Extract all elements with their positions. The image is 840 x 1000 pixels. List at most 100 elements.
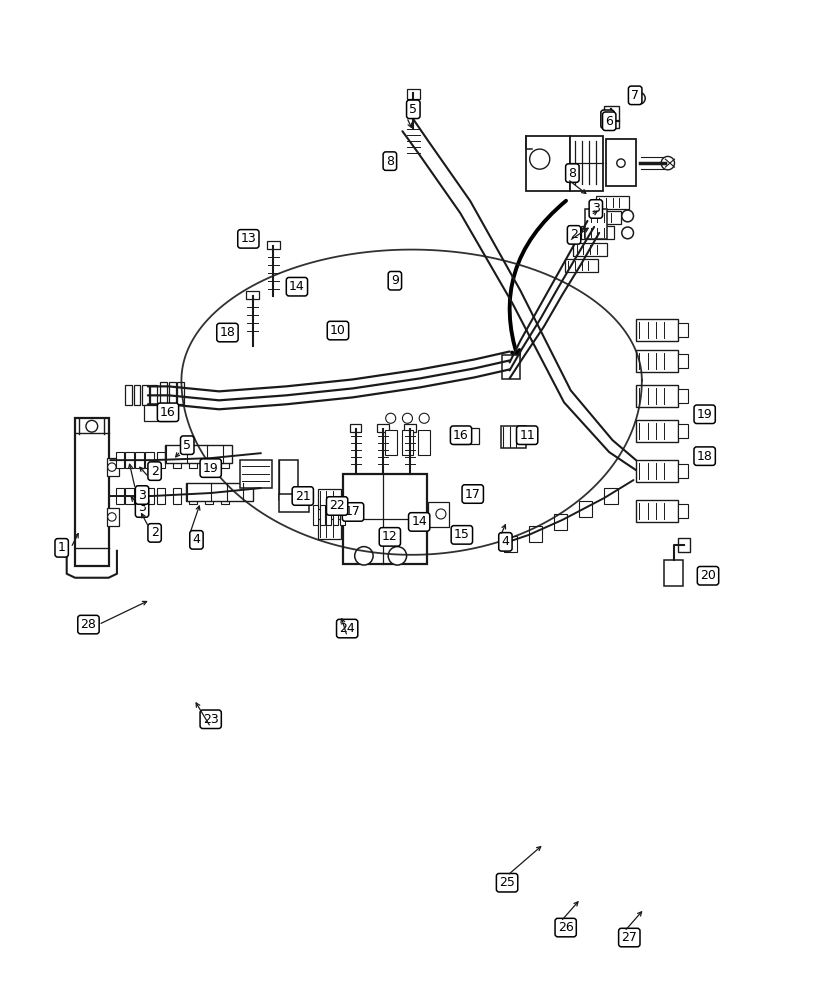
Bar (319, 505, 324, 525)
Bar (636, 385, 678, 407)
Text: 11: 11 (519, 429, 535, 442)
Text: 2: 2 (570, 228, 578, 241)
Bar (125, 488, 134, 504)
Bar (145, 452, 154, 468)
Bar (75, 418, 108, 566)
Bar (333, 505, 338, 525)
FancyArrowPatch shape (510, 201, 566, 359)
Bar (221, 488, 229, 504)
Bar (107, 458, 118, 476)
Bar (570, 136, 603, 191)
Circle shape (86, 420, 97, 432)
Text: 5: 5 (409, 103, 417, 116)
Bar (169, 382, 176, 404)
Circle shape (633, 92, 645, 104)
Circle shape (622, 210, 633, 222)
Text: 6: 6 (604, 113, 612, 126)
Bar (585, 209, 606, 239)
Bar (173, 488, 181, 504)
Bar (604, 488, 617, 504)
Bar (240, 460, 272, 488)
Bar (529, 526, 543, 542)
Bar (418, 430, 430, 455)
Bar (377, 424, 389, 432)
Bar (501, 426, 527, 448)
Bar (125, 452, 134, 468)
Bar (428, 502, 449, 527)
Circle shape (108, 513, 116, 521)
Bar (280, 460, 297, 500)
Bar (173, 452, 181, 468)
Bar (579, 501, 592, 517)
Bar (135, 452, 144, 468)
Bar (318, 489, 341, 509)
Text: 20: 20 (700, 569, 716, 582)
Text: 19: 19 (697, 408, 712, 421)
Bar (144, 405, 171, 421)
Bar (326, 505, 331, 525)
Bar (664, 560, 683, 586)
Text: 18: 18 (696, 450, 712, 463)
Bar (636, 460, 678, 482)
Bar (221, 452, 229, 468)
Text: 10: 10 (330, 324, 346, 337)
Circle shape (436, 509, 446, 519)
Bar (157, 452, 165, 468)
Bar (678, 424, 688, 438)
Bar (312, 505, 318, 525)
Bar (246, 291, 260, 299)
Bar (596, 196, 629, 209)
Text: 23: 23 (202, 713, 218, 726)
Bar (205, 452, 213, 468)
Circle shape (419, 413, 429, 423)
Text: 2: 2 (150, 526, 159, 539)
Text: 1: 1 (58, 541, 66, 554)
Text: 7: 7 (631, 89, 639, 102)
Text: 27: 27 (622, 931, 638, 944)
Bar (280, 494, 308, 512)
Bar (165, 445, 232, 463)
Text: 16: 16 (160, 406, 176, 419)
Text: 22: 22 (329, 499, 345, 512)
Text: 3: 3 (592, 202, 600, 215)
Bar (636, 500, 678, 522)
Text: 18: 18 (219, 326, 235, 339)
Bar (402, 430, 413, 455)
Bar (587, 211, 621, 224)
Bar (404, 424, 416, 432)
Text: 8: 8 (386, 155, 394, 168)
Bar (678, 538, 690, 552)
Text: 4: 4 (501, 535, 509, 548)
Text: 15: 15 (454, 528, 470, 541)
Circle shape (388, 547, 407, 565)
Circle shape (622, 227, 633, 239)
Bar (385, 430, 396, 455)
Text: 16: 16 (453, 429, 469, 442)
Bar (145, 488, 154, 504)
Bar (125, 385, 132, 405)
Bar (142, 385, 149, 405)
Text: 26: 26 (558, 921, 574, 934)
Bar (678, 504, 688, 518)
Text: 6: 6 (606, 115, 613, 128)
Circle shape (661, 156, 675, 170)
Bar (580, 226, 614, 239)
Text: 3: 3 (138, 501, 146, 514)
Bar (160, 382, 167, 404)
Bar (636, 350, 678, 372)
Bar (267, 241, 281, 249)
Bar (527, 136, 570, 191)
Bar (502, 355, 521, 379)
Bar (107, 508, 118, 526)
Text: 8: 8 (569, 167, 576, 180)
Bar (339, 505, 344, 525)
Circle shape (354, 547, 373, 565)
Text: 17: 17 (345, 505, 361, 518)
Text: 28: 28 (81, 618, 97, 631)
Text: 4: 4 (192, 533, 201, 546)
Text: 17: 17 (465, 488, 480, 501)
Circle shape (108, 463, 116, 471)
Bar (604, 106, 619, 128)
Text: 3: 3 (138, 489, 146, 502)
Text: 5: 5 (183, 439, 192, 452)
